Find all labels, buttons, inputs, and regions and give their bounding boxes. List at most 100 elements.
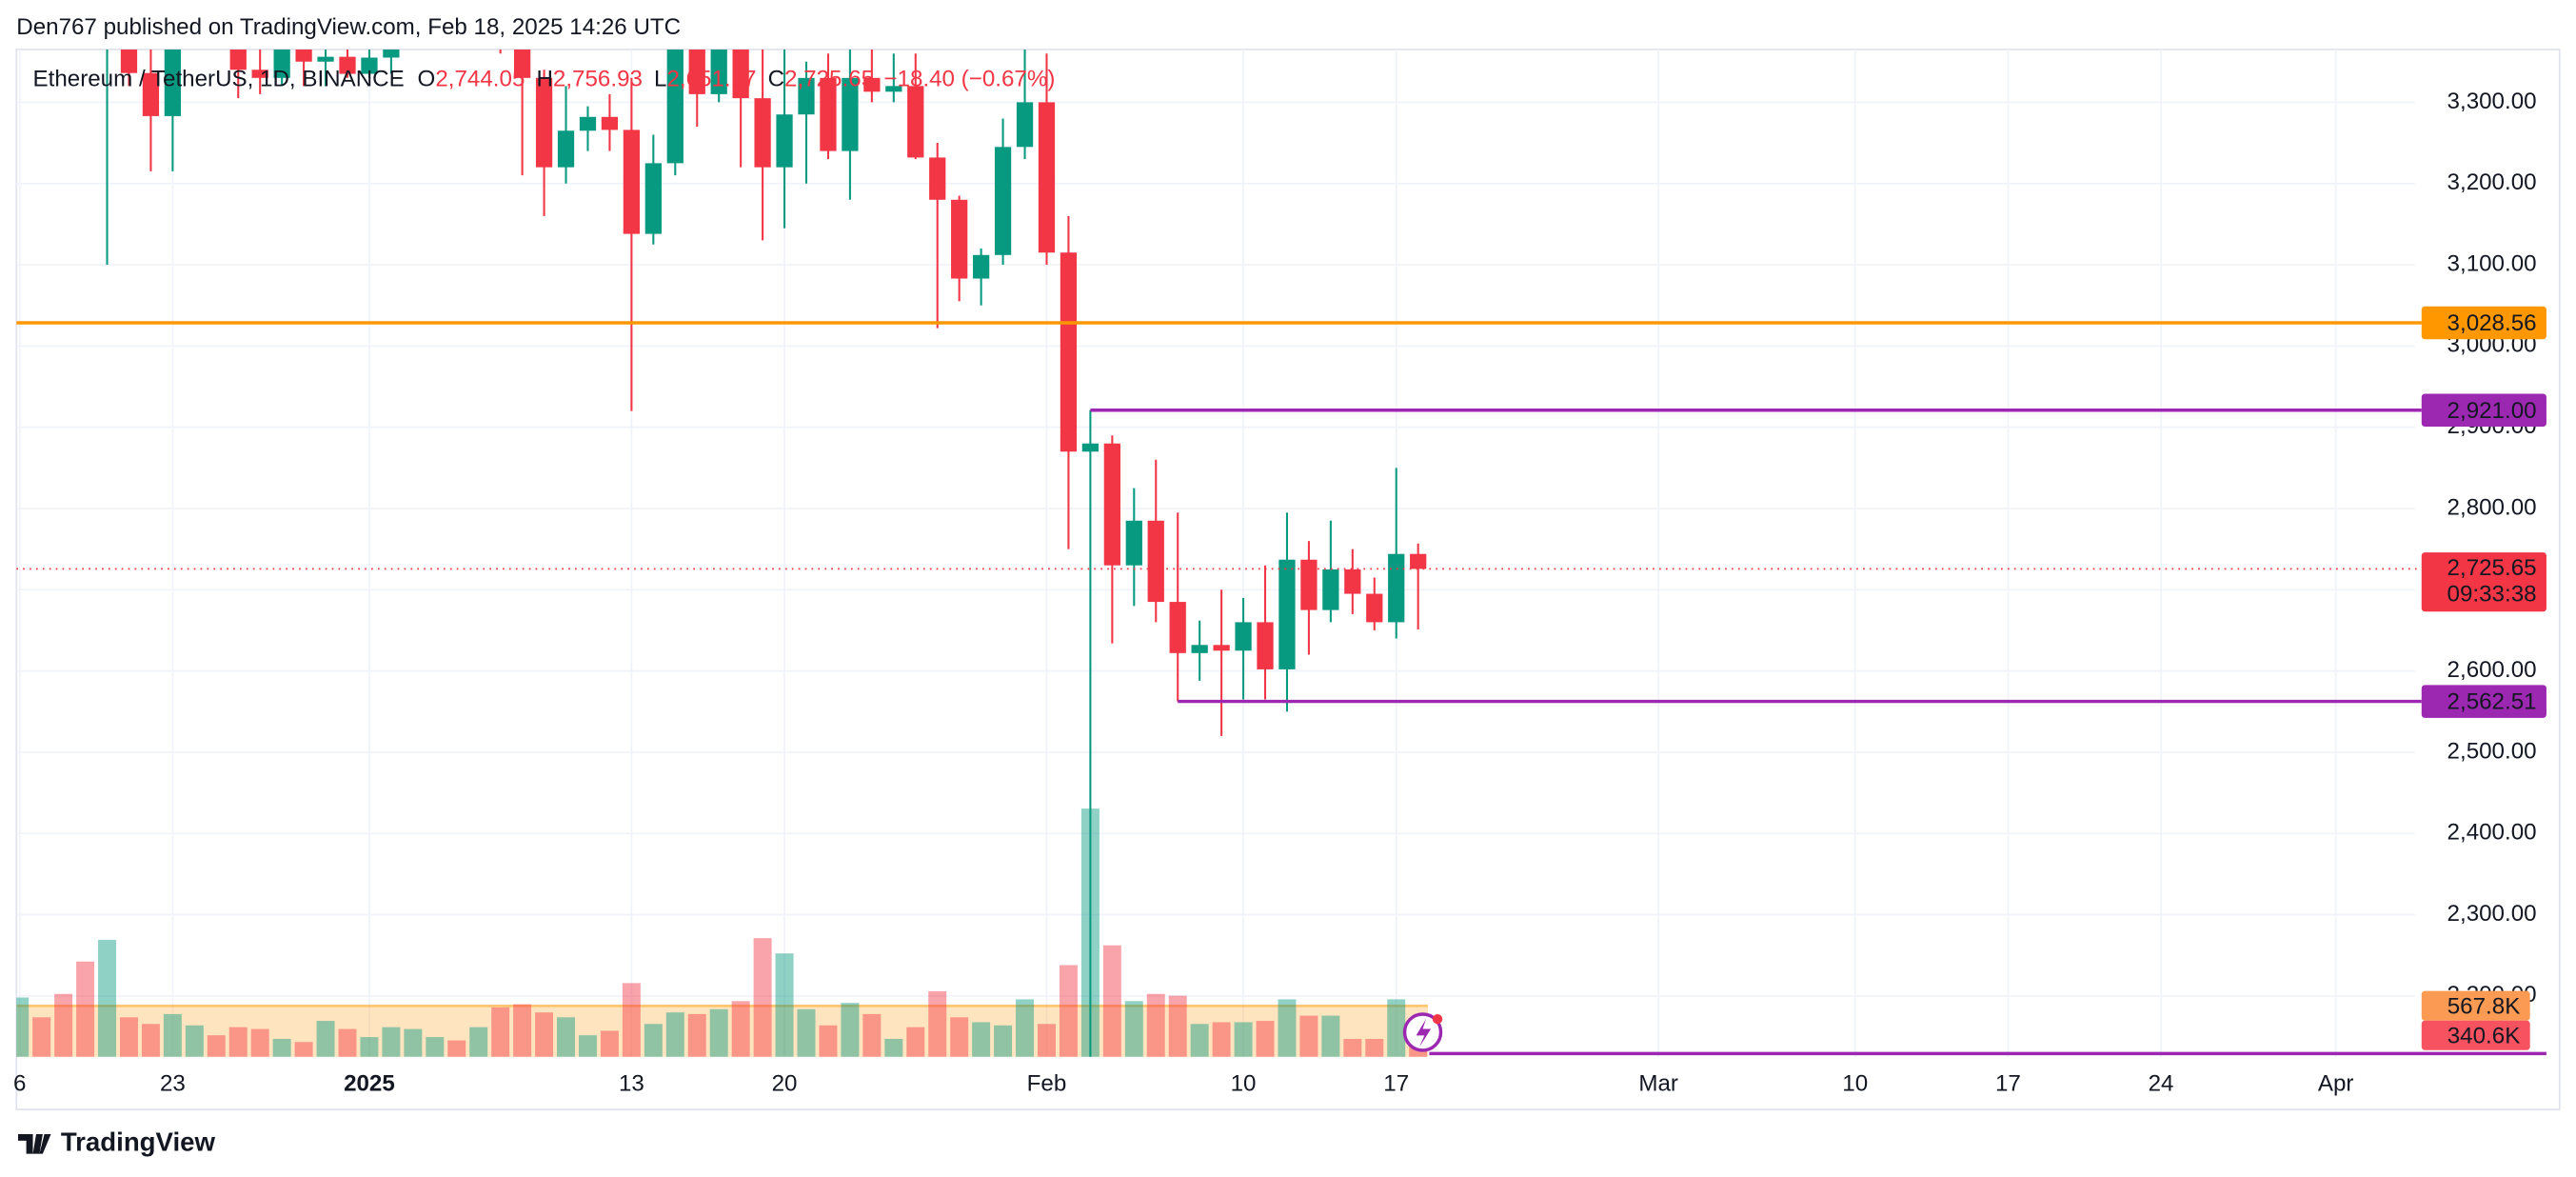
candle-body	[557, 130, 575, 168]
legend-value: 2,756.93	[553, 67, 643, 92]
candle-body	[798, 77, 815, 115]
volume-bar	[228, 1027, 248, 1057]
legend-change: −18.40 (−0.67%)	[883, 67, 1055, 92]
volume-ma-box	[2421, 990, 2530, 1021]
legend-value: 2,725.65	[784, 67, 874, 92]
x-tick-label: 13	[619, 1071, 644, 1097]
volume-bar	[382, 1027, 401, 1057]
candle-body	[1103, 443, 1120, 566]
y-tick-label: 2,800.00	[2447, 494, 2537, 520]
volume-bar	[447, 1040, 466, 1057]
level-label-box	[2421, 306, 2546, 340]
candle-body	[1060, 252, 1078, 452]
volume-bar	[644, 1024, 663, 1057]
volume-bar	[1190, 1024, 1209, 1057]
volume-bar	[469, 1027, 488, 1057]
candle-body	[339, 56, 356, 74]
volume-bar	[775, 953, 794, 1057]
volume-bar	[1016, 999, 1035, 1057]
last-price-label: 2,725.65	[2447, 555, 2537, 581]
candle-body	[666, 49, 684, 164]
volume-bar	[600, 1030, 619, 1057]
last-price-box	[2421, 552, 2546, 612]
volume-bar	[1387, 999, 1406, 1057]
volume-bar	[1321, 1015, 1340, 1057]
level-label-box	[2421, 685, 2546, 718]
y-tick-label: 3,300.00	[2447, 89, 2537, 114]
y-tick-label: 2,600.00	[2447, 657, 2537, 683]
candle-body	[383, 49, 400, 58]
legend-value: 2,744.05	[435, 67, 525, 92]
candle-body	[820, 77, 837, 151]
volume-bar	[972, 1022, 991, 1057]
volume-bar	[54, 993, 73, 1057]
volume-bar	[1278, 999, 1297, 1057]
volume-ma-label: 567.8K	[2447, 993, 2521, 1019]
volume-bar	[906, 1027, 925, 1057]
x-tick-label: 17	[1383, 1071, 1409, 1097]
volume-last-box	[2421, 1020, 2530, 1050]
candle-body	[1322, 569, 1339, 610]
volume-bar	[141, 1024, 160, 1057]
x-tick-label: 17	[1995, 1071, 2021, 1097]
candle-body	[972, 254, 990, 279]
volume-bar	[731, 1001, 750, 1057]
candle-body	[885, 86, 902, 92]
legend: Ethereum / TetherUS, 1D, BINANCE O2,744.0…	[33, 67, 1056, 92]
volume-bar	[578, 1035, 597, 1057]
candle-body	[1147, 520, 1164, 603]
volume-bar	[753, 938, 772, 1057]
volume-bar	[1102, 945, 1121, 1057]
candles	[106, 49, 1427, 1057]
candle-body	[1125, 520, 1142, 566]
volume-bar	[513, 1004, 532, 1057]
candle-body	[273, 49, 290, 78]
volume-bar	[928, 990, 947, 1057]
volume-bar	[32, 1017, 51, 1057]
volume-bar	[1299, 1015, 1318, 1057]
volume-bar	[426, 1037, 445, 1057]
candle-body	[142, 72, 160, 116]
volume-last-label: 340.6K	[2447, 1023, 2521, 1048]
x-tick-label: 10	[1231, 1071, 1257, 1097]
replay-icon[interactable]	[1402, 1012, 1443, 1052]
candle-body	[229, 49, 247, 70]
level-label: 2,921.00	[2447, 398, 2537, 424]
candle-body	[513, 49, 531, 78]
level-label: 2,562.51	[2447, 689, 2537, 715]
volume-bar	[294, 1042, 313, 1057]
candle-body	[907, 86, 924, 158]
volume-bar	[316, 1021, 335, 1057]
volume-bar	[819, 1025, 838, 1057]
volume-bar	[404, 1028, 423, 1057]
legend-key: H	[536, 67, 552, 92]
volume-bar	[1343, 1038, 1362, 1057]
candle-body	[644, 163, 662, 234]
candle-body	[1366, 593, 1383, 623]
y-tick-label: 2,400.00	[2447, 820, 2537, 846]
y-tick-label: 2,300.00	[2447, 901, 2537, 927]
volume-bar	[1212, 1022, 1231, 1057]
volume-bar	[1059, 965, 1078, 1057]
countdown: 09:33:38	[2447, 581, 2537, 607]
candle-body	[1038, 102, 1056, 253]
candle-body	[863, 77, 881, 92]
candle-body	[164, 49, 182, 116]
candle-body	[1169, 602, 1186, 653]
volume-bar	[622, 983, 641, 1057]
volume-bar	[1124, 1001, 1143, 1057]
volume-bar	[98, 940, 117, 1057]
volume-bar	[272, 1038, 291, 1057]
volume-bar	[207, 1035, 226, 1057]
volume-bar	[1146, 993, 1165, 1057]
candle-body	[842, 77, 859, 151]
volume-bar	[709, 1008, 728, 1057]
candle-body	[732, 49, 749, 99]
candle-body	[776, 114, 793, 168]
candle-body	[1278, 559, 1296, 669]
candle-body	[754, 98, 771, 168]
candle-body	[535, 77, 553, 168]
volume-bar	[185, 1025, 204, 1057]
x-tick-label: 10	[1842, 1071, 1868, 1097]
